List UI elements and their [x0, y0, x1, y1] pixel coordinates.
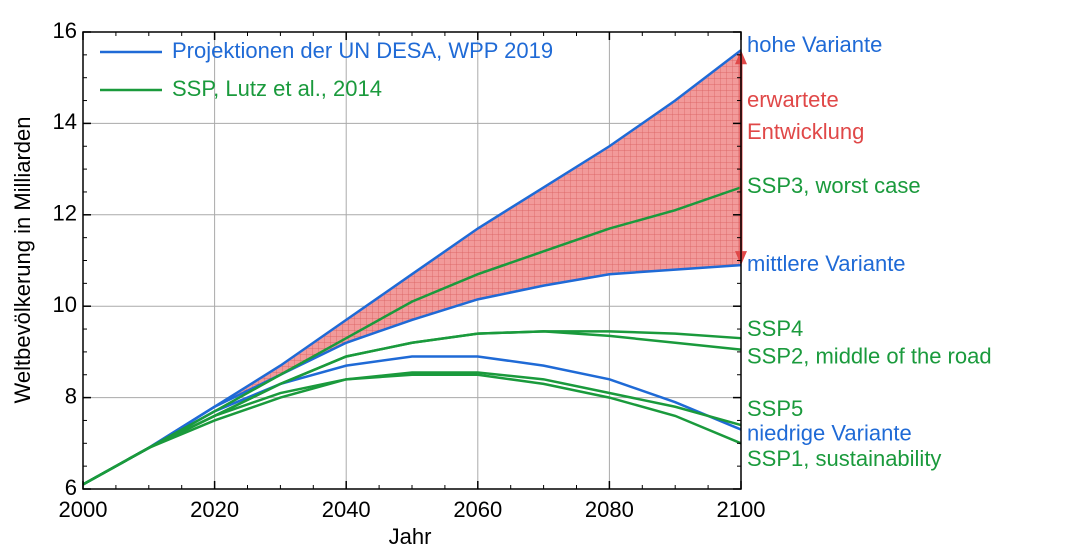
annotation: Entwicklung	[747, 119, 864, 144]
series-label: SSP2, middle of the road	[747, 343, 992, 368]
legend-label: SSP, Lutz et al., 2014	[172, 76, 382, 101]
y-axis-label: Weltbevölkerung in Milliarden	[10, 117, 35, 404]
series-label: niedrige Variante	[747, 420, 912, 445]
series-line	[82, 371, 742, 486]
x-tick-label: 2100	[717, 497, 766, 522]
y-tick-label: 10	[53, 292, 77, 317]
series-label: mittlere Variante	[747, 251, 906, 276]
series-label: SSP1, sustainability	[747, 446, 941, 471]
x-tick-label: 2000	[59, 497, 108, 522]
x-tick-label: 2020	[190, 497, 239, 522]
series-label: SSP5	[747, 396, 803, 421]
expected-range	[83, 50, 741, 485]
y-tick-label: 6	[65, 475, 77, 500]
x-axis-label: Jahr	[389, 524, 432, 549]
y-tick-label: 8	[65, 383, 77, 408]
series-line	[82, 373, 742, 486]
y-tick-label: 16	[53, 18, 77, 43]
y-tick-label: 12	[53, 201, 77, 226]
legend-label: Projektionen der UN DESA, WPP 2019	[172, 38, 553, 63]
y-tick-label: 14	[53, 109, 77, 134]
series-line	[82, 186, 742, 486]
x-tick-label: 2060	[453, 497, 502, 522]
series-label: SSP4	[747, 316, 803, 341]
series-line	[82, 263, 742, 486]
x-tick-label: 2080	[585, 497, 634, 522]
series-label: SSP3, worst case	[747, 173, 921, 198]
x-tick-label: 2040	[322, 497, 371, 522]
series-label: hohe Variante	[747, 32, 882, 57]
annotation: erwartete	[747, 87, 839, 112]
